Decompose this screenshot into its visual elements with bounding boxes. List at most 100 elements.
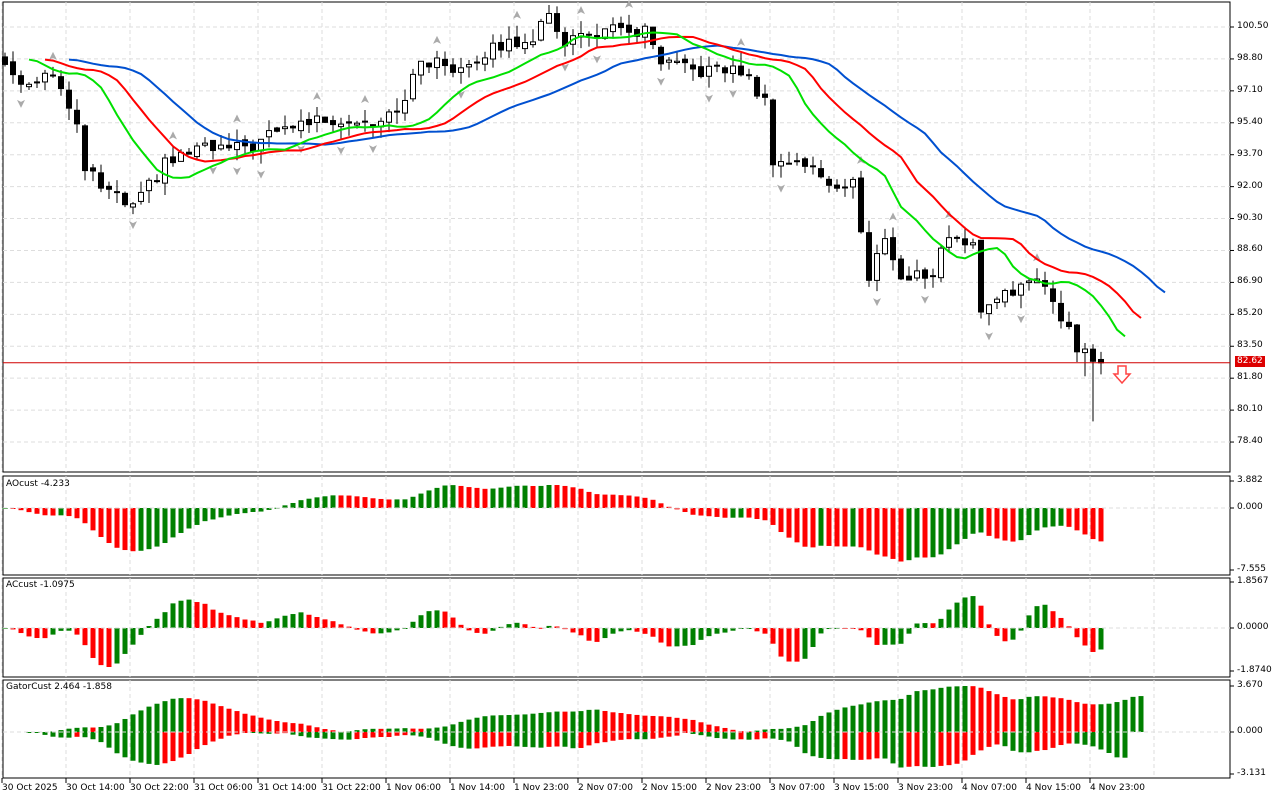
gator-lower-bar <box>106 732 112 748</box>
alligator-lips-line <box>28 31 1126 338</box>
gator-upper-bar <box>322 729 328 732</box>
gator-lower-bar <box>498 732 504 747</box>
fractal-down-icon <box>561 63 569 72</box>
gator-upper-bar <box>234 711 240 732</box>
ao-bar <box>682 508 688 513</box>
ao-bar <box>602 494 608 508</box>
price-label: 85.20 <box>1237 308 1263 319</box>
bear-candle <box>834 184 840 189</box>
gator-upper-bar <box>1106 703 1112 732</box>
bear-candle <box>770 99 776 166</box>
bear-candle <box>978 239 984 313</box>
ac-bar <box>154 618 160 628</box>
gator-lower-bar <box>778 732 784 740</box>
gator-lower-bar <box>986 732 992 747</box>
gator-lower-bar <box>66 732 72 738</box>
ao-bar <box>1074 508 1080 531</box>
ac-axis-label: -1.8740 <box>1237 665 1272 675</box>
ao-bar <box>122 508 128 551</box>
gator-upper-bar <box>994 694 1000 732</box>
bull-candle <box>1026 280 1032 284</box>
ac-bar <box>642 628 648 634</box>
ao-bar <box>818 508 824 546</box>
gator-lower-bar <box>1114 732 1120 758</box>
gator-lower-bar <box>482 732 488 748</box>
bear-candle <box>554 13 560 32</box>
gator-lower-bar <box>274 732 280 734</box>
bear-candle <box>58 76 64 90</box>
gator-lower-bar <box>178 732 184 758</box>
gator-upper-bar <box>178 698 184 732</box>
ao-bar <box>882 508 888 557</box>
fractal-up-icon <box>737 37 745 46</box>
ac-bar <box>50 628 56 635</box>
gator-lower-bar <box>970 732 976 755</box>
ao-title: AOcust -4.233 <box>6 479 70 489</box>
ao-bar <box>978 508 984 533</box>
ac-bar <box>1074 628 1080 638</box>
ao-bar <box>1018 508 1024 541</box>
gator-upper-bar <box>890 699 896 732</box>
gator-upper-bar <box>578 711 584 732</box>
ao-bar <box>522 485 528 508</box>
gator-lower-bar <box>1002 732 1008 747</box>
gator-upper-bar <box>842 707 848 732</box>
gator-lower-bar <box>946 732 952 766</box>
ao-bar <box>890 508 896 559</box>
ac-bar <box>1026 615 1032 628</box>
ac-bar <box>810 628 816 647</box>
ao-bar <box>458 485 464 508</box>
bear-candle <box>362 120 368 123</box>
gator-upper-bar <box>914 691 920 732</box>
bear-candle <box>34 81 40 84</box>
bear-candle <box>794 160 800 163</box>
gator-lower-bar <box>514 732 520 747</box>
ao-bar <box>866 508 872 551</box>
bear-candle <box>274 127 280 132</box>
gator-upper-bar <box>1098 704 1104 732</box>
bear-candle <box>746 74 752 77</box>
fractal-up-icon <box>313 91 321 100</box>
time-label: 2 Nov 07:00 <box>578 783 633 793</box>
ao-bar <box>1002 508 1008 541</box>
bull-candle <box>946 237 952 248</box>
gator-lower-bar <box>442 732 448 744</box>
ao-bar <box>962 508 968 539</box>
bull-candle <box>506 38 512 52</box>
gator-upper-bar <box>706 724 712 732</box>
gator-upper-bar <box>594 709 600 732</box>
gator-lower-bar <box>642 732 648 740</box>
gator-lower-bar <box>394 732 400 736</box>
ao-bar <box>250 508 256 512</box>
gator-lower-bar <box>866 732 872 760</box>
ac-bar <box>218 612 224 628</box>
ac-bar <box>482 628 488 634</box>
bear-candle <box>306 118 312 126</box>
gator-upper-bar <box>410 728 416 732</box>
ac-bar <box>578 628 584 636</box>
gator-lower-bar <box>530 732 536 748</box>
gator-lower-bar <box>98 732 104 743</box>
bull-candle <box>42 72 48 83</box>
gator-upper-bar <box>826 712 832 732</box>
ao-bar <box>130 508 136 552</box>
gator-upper-bar <box>482 716 488 732</box>
ao-bar <box>490 488 496 508</box>
ac-bar <box>1066 626 1072 628</box>
bull-candle <box>458 67 464 73</box>
ao-bar <box>530 485 536 508</box>
ao-bar <box>1010 508 1016 542</box>
ao-bar <box>346 495 352 508</box>
ac-bar <box>186 599 192 628</box>
ac-bar <box>754 628 760 632</box>
gator-lower-bar <box>594 732 600 744</box>
gator-lower-bar <box>418 732 424 737</box>
ao-bar <box>82 508 88 524</box>
gator-upper-bar <box>514 714 520 732</box>
gator-upper-bar <box>370 728 376 732</box>
gator-lower-bar <box>194 732 200 750</box>
gator-lower-bar <box>698 732 704 736</box>
price-label: 98.80 <box>1237 52 1263 63</box>
gator-lower-bar <box>538 732 544 748</box>
